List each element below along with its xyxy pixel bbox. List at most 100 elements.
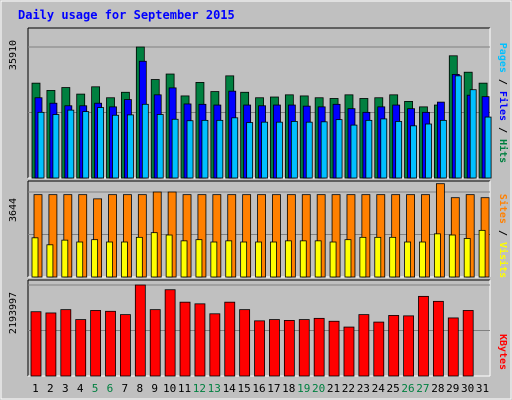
- bottom-ymax-label: 2193997: [8, 292, 19, 334]
- bar-sites-25: [389, 236, 397, 278]
- bar-kbytes-12: [194, 303, 206, 377]
- bar-pages-29: [454, 75, 462, 179]
- bottom-series-labels: KBytes: [497, 334, 508, 370]
- bar-pages-1: [37, 111, 45, 179]
- bar-kbytes-16: [254, 320, 265, 377]
- day-label-28: 28: [431, 382, 444, 395]
- day-label-16: 16: [252, 382, 265, 395]
- series-label-sites: Sites: [497, 194, 509, 224]
- day-label-27: 27: [416, 382, 429, 395]
- bar-pages-5: [97, 107, 105, 179]
- bar-kbytes-2: [45, 312, 57, 377]
- bar-pages-16: [261, 121, 268, 179]
- bar-sites-3: [61, 239, 69, 278]
- bar-kbytes-1: [30, 311, 42, 377]
- bar-pages-14: [231, 117, 239, 179]
- day-label-20: 20: [312, 382, 325, 395]
- bar-pages-9: [156, 114, 164, 179]
- day-label-17: 17: [267, 382, 280, 395]
- bar-kbytes-22: [343, 326, 355, 377]
- bar-kbytes-14: [224, 301, 236, 377]
- bar-kbytes-5: [90, 310, 102, 377]
- bar-kbytes-8: [134, 284, 146, 377]
- bar-pages-4: [82, 111, 90, 179]
- bar-kbytes-28: [432, 300, 444, 377]
- day-label-22: 22: [342, 382, 355, 395]
- bar-kbytes-15: [239, 309, 251, 377]
- bar-pages-18: [290, 121, 298, 179]
- top-ymax-label: 35910: [8, 40, 19, 70]
- middle-panel: [27, 180, 491, 278]
- bar-sites-27: [419, 241, 426, 278]
- bar-pages-31: [484, 116, 492, 179]
- bar-sites-14: [225, 240, 233, 278]
- bottom-panel: [27, 279, 491, 377]
- day-label-4: 4: [77, 382, 84, 395]
- day-label-24: 24: [372, 382, 386, 395]
- bar-kbytes-13: [209, 313, 221, 377]
- day-label-2: 2: [47, 382, 54, 395]
- day-label-9: 9: [151, 382, 158, 395]
- day-label-18: 18: [282, 382, 295, 395]
- bar-kbytes-4: [75, 319, 87, 377]
- bar-pages-23: [365, 119, 373, 179]
- bar-pages-7: [127, 114, 134, 179]
- bar-sites-7: [121, 241, 128, 278]
- bar-sites-29: [448, 234, 456, 278]
- bar-pages-12: [201, 119, 209, 179]
- bar-sites-15: [240, 241, 248, 278]
- bar-pages-25: [395, 121, 403, 179]
- day-labels: 1 2 3 4 5 6 7 8 9 10 11 12 13 14 15 16 17 18 19 20 21 22 23 24 2…: [32, 382, 489, 395]
- bar-kbytes-27: [418, 295, 429, 377]
- bar-sites-17: [270, 241, 277, 278]
- bar-pages-22: [350, 124, 358, 179]
- bar-pages-26: [410, 125, 417, 179]
- bar-kbytes-19: [298, 319, 310, 377]
- bar-sites-16: [255, 241, 262, 278]
- day-label-5: 5: [92, 382, 99, 395]
- bar-pages-11: [186, 120, 194, 179]
- day-label-11: 11: [178, 382, 191, 395]
- bar-pages-27: [425, 123, 432, 179]
- bar-sites-23: [359, 236, 367, 278]
- series-label-files: Files: [497, 91, 509, 121]
- bar-sites-28: [433, 233, 441, 278]
- bar-pages-20: [320, 121, 328, 179]
- series-label-pages: Pages: [497, 43, 508, 73]
- day-label-31: 31: [476, 382, 489, 395]
- day-label-26: 26: [401, 382, 414, 395]
- bar-sites-22: [344, 239, 352, 278]
- bar-kbytes-20: [313, 317, 325, 377]
- day-label-29: 29: [446, 382, 459, 395]
- bar-sites-8: [135, 236, 143, 278]
- bar-sites-31: [478, 229, 486, 278]
- bar-kbytes-23: [358, 314, 370, 377]
- day-label-21: 21: [327, 382, 340, 395]
- bar-pages-3: [67, 109, 75, 179]
- bar-kbytes-3: [60, 309, 72, 377]
- day-label-15: 15: [237, 382, 250, 395]
- bar-kbytes-25: [388, 315, 400, 377]
- bar-sites-26: [404, 241, 411, 278]
- bar-pages-2: [52, 114, 60, 179]
- bar-sites-18: [284, 240, 292, 278]
- bar-pages-24: [380, 118, 388, 179]
- bar-sites-21: [329, 241, 337, 278]
- bar-kbytes-29: [447, 317, 459, 377]
- bar-kbytes-24: [373, 321, 385, 377]
- series-label-visits: Visits: [497, 242, 509, 278]
- series-label-kbytes: KBytes: [497, 334, 508, 370]
- chart-title: Daily usage for September 2015: [18, 8, 235, 22]
- day-label-1: 1: [32, 382, 39, 395]
- day-label-25: 25: [387, 382, 400, 395]
- bar-sites-19: [299, 240, 307, 278]
- top-panel: [27, 27, 492, 179]
- day-label-14: 14: [223, 382, 237, 395]
- bar-pages-19: [305, 121, 313, 179]
- bar-sites-13: [210, 241, 218, 278]
- bar-pages-6: [112, 114, 119, 179]
- bar-pages-8: [141, 103, 149, 179]
- series-label-hits: Hits: [497, 139, 509, 163]
